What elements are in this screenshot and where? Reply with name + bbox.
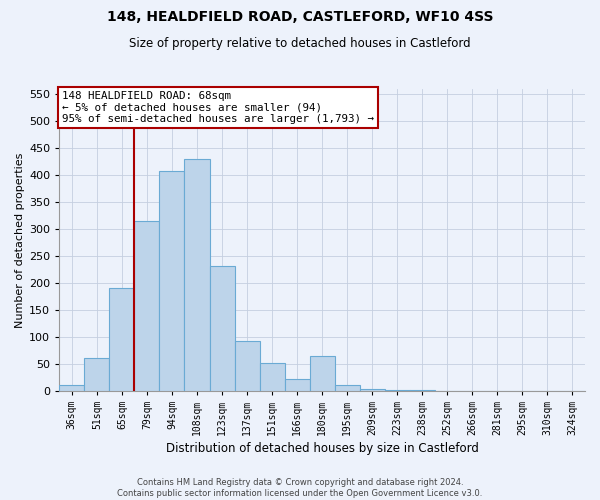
Bar [360, 388, 385, 391]
Bar [85, 358, 109, 391]
Bar [209, 266, 235, 391]
Y-axis label: Number of detached properties: Number of detached properties [15, 152, 25, 328]
Bar [335, 386, 360, 391]
X-axis label: Distribution of detached houses by size in Castleford: Distribution of detached houses by size … [166, 442, 479, 455]
Bar [284, 379, 310, 391]
Bar [235, 340, 260, 391]
Bar [59, 386, 85, 391]
Bar [410, 390, 435, 391]
Text: 148 HEALDFIELD ROAD: 68sqm
← 5% of detached houses are smaller (94)
95% of semi-: 148 HEALDFIELD ROAD: 68sqm ← 5% of detac… [62, 90, 374, 124]
Bar [109, 288, 134, 391]
Text: 148, HEALDFIELD ROAD, CASTLEFORD, WF10 4SS: 148, HEALDFIELD ROAD, CASTLEFORD, WF10 4… [107, 10, 493, 24]
Bar [160, 171, 184, 391]
Bar [385, 390, 410, 391]
Text: Contains HM Land Registry data © Crown copyright and database right 2024.
Contai: Contains HM Land Registry data © Crown c… [118, 478, 482, 498]
Bar [310, 356, 335, 391]
Bar [134, 221, 160, 391]
Text: Size of property relative to detached houses in Castleford: Size of property relative to detached ho… [129, 38, 471, 51]
Bar [260, 363, 284, 391]
Bar [184, 159, 209, 391]
